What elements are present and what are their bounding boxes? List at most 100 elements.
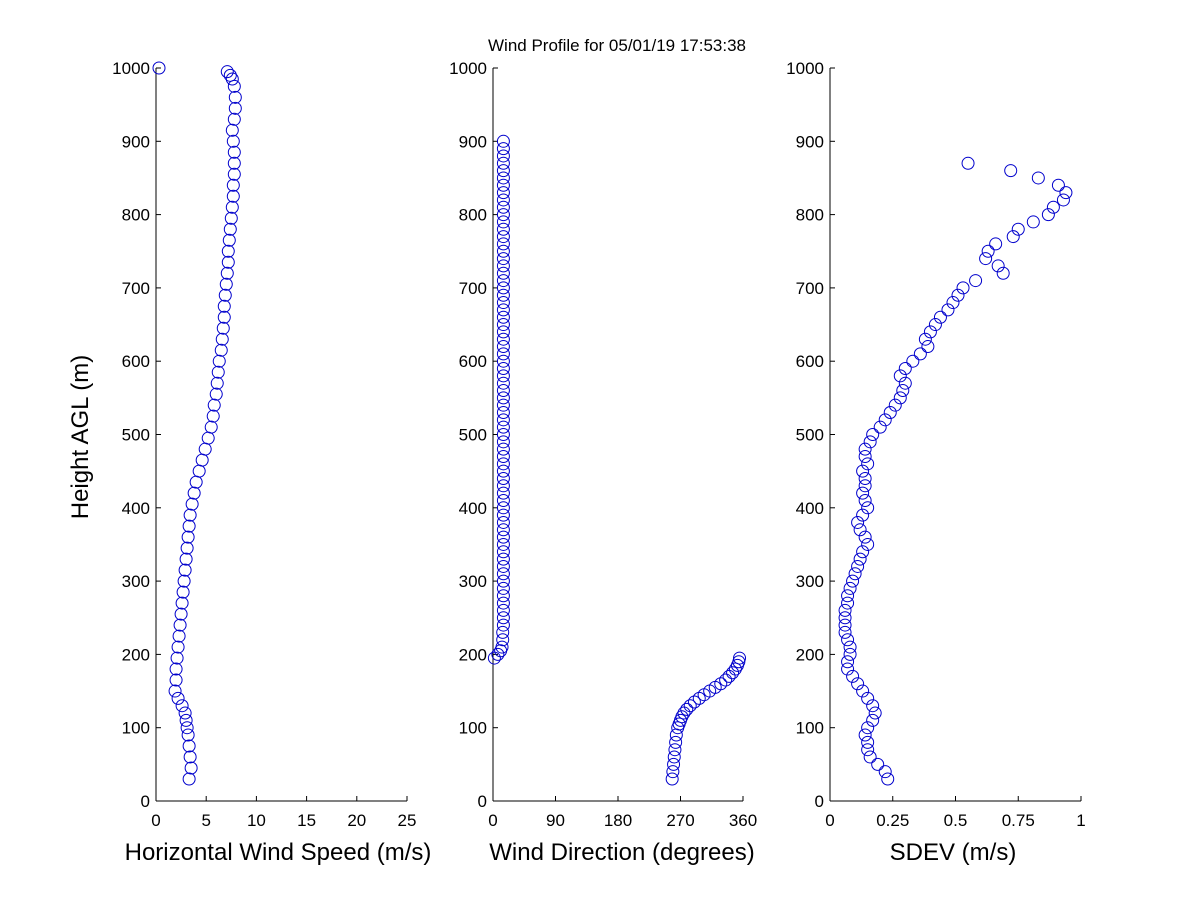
data-point (228, 101, 242, 115)
y-tick-label: 900 (796, 132, 824, 151)
data-point (496, 252, 510, 266)
data-point (858, 442, 872, 456)
y-tick-label: 600 (459, 352, 487, 371)
data-point (665, 772, 679, 786)
y-tick-label: 700 (796, 279, 824, 298)
data-point (856, 486, 870, 500)
data-point (1031, 171, 1045, 185)
data-point (861, 721, 875, 735)
data-point (226, 134, 240, 148)
data-point (941, 303, 955, 317)
data-point (181, 530, 195, 544)
data-point (173, 618, 187, 632)
data-point (496, 149, 510, 163)
data-point (871, 757, 885, 771)
data-point (496, 266, 510, 280)
data-point (878, 765, 892, 779)
data-point (225, 72, 239, 86)
y-tick-label: 900 (122, 132, 150, 151)
data-point (928, 318, 942, 332)
data-point (496, 618, 510, 632)
data-point (969, 274, 983, 288)
data-point (224, 211, 238, 225)
data-point (1026, 215, 1040, 229)
data-point (873, 420, 887, 434)
data-point (496, 200, 510, 214)
data-point (866, 699, 880, 713)
data-point (216, 321, 230, 335)
data-point (726, 666, 740, 680)
data-point (218, 288, 232, 302)
y-tick-label: 600 (122, 352, 150, 371)
data-point (496, 354, 510, 368)
data-point (228, 90, 242, 104)
data-point (1051, 178, 1065, 192)
data-point (214, 343, 228, 357)
y-tick-label: 300 (459, 572, 487, 591)
data-point (496, 398, 510, 412)
data-point (496, 435, 510, 449)
y-tick-label: 400 (122, 499, 150, 518)
data-point (496, 186, 510, 200)
data-point (220, 65, 234, 79)
data-point (204, 420, 218, 434)
data-point (496, 281, 510, 295)
data-point (991, 259, 1005, 273)
data-point (496, 244, 510, 258)
data-point (223, 68, 237, 82)
data-point (841, 589, 855, 603)
data-point (714, 677, 728, 691)
data-point (923, 325, 937, 339)
data-point (719, 673, 733, 687)
y-tick-label: 500 (459, 426, 487, 445)
data-point (906, 354, 920, 368)
data-point (913, 347, 927, 361)
wind-direction-panel: 0 100 200 300 400 500 600 700 800 900 1000 0 90 180 27… (449, 59, 757, 866)
data-point (496, 193, 510, 207)
data-point (169, 673, 183, 687)
data-point (496, 428, 510, 441)
data-point (215, 332, 229, 346)
data-point (183, 750, 197, 764)
data-point (496, 493, 510, 507)
data-point (178, 563, 192, 577)
data-point (496, 178, 510, 192)
data-point (888, 398, 902, 412)
data-point (946, 296, 960, 310)
x-axis-title: Horizontal Wind Speed (m/s) (125, 839, 432, 866)
x-tick-label: 25 (398, 811, 417, 830)
data-point (853, 552, 867, 566)
data-point (683, 699, 697, 713)
y-tick-label: 900 (459, 132, 487, 151)
data-point (180, 721, 194, 735)
data-point (918, 332, 932, 346)
data-point (496, 310, 510, 324)
data-point (182, 772, 196, 786)
data-point (227, 156, 241, 170)
data-point (496, 523, 510, 537)
data-point (176, 585, 190, 599)
x-tick-label: 10 (247, 811, 266, 830)
y-tick-label: 200 (796, 645, 824, 664)
x-tick-label: 180 (604, 811, 632, 830)
data-point (179, 713, 193, 727)
data-point (680, 702, 694, 716)
sdev-panel: 0 100 200 300 400 500 600 700 800 900 1000 0 0.25 0.5… (786, 59, 1086, 866)
data-point (841, 633, 855, 647)
data-point (217, 299, 231, 313)
data-point (853, 523, 867, 537)
y-tick-label: 200 (122, 645, 150, 664)
data-point (933, 310, 947, 324)
data-point (496, 274, 510, 288)
data-point (184, 761, 198, 775)
data-point (896, 384, 910, 398)
data-point (496, 457, 510, 471)
x-axis-title: SDEV (m/s) (890, 839, 1017, 866)
data-point (226, 189, 240, 203)
data-point (951, 288, 965, 302)
y-tick-label: 300 (122, 572, 150, 591)
data-point (179, 552, 193, 566)
data-point (868, 706, 882, 720)
data-point (182, 739, 196, 753)
